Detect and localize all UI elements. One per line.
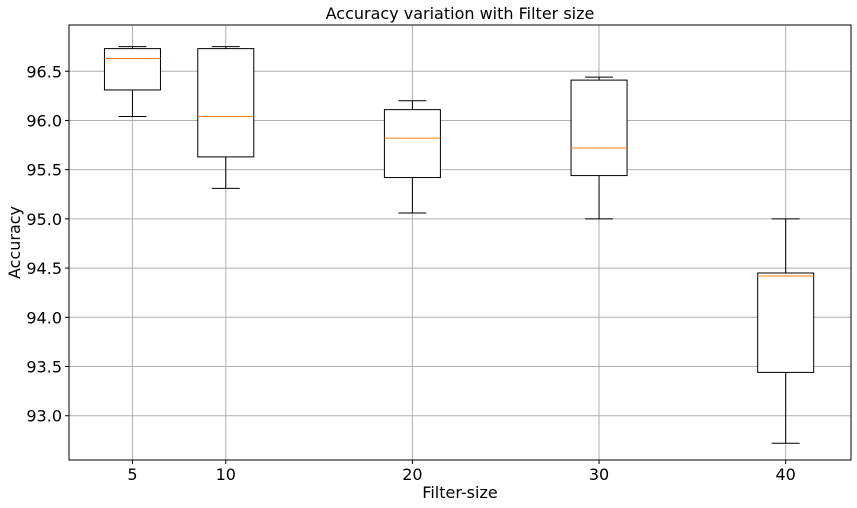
iqr-box	[757, 272, 815, 373]
y-tick-label: 96.0	[26, 111, 62, 130]
y-tick-label: 96.5	[26, 62, 62, 81]
y-tick-label: 95.5	[26, 161, 62, 180]
boxes	[103, 46, 815, 444]
y-tick-label: 95.0	[26, 210, 62, 229]
x-tick-label: 20	[402, 465, 422, 484]
y-tick-label: 94.5	[26, 259, 62, 278]
iqr-box	[197, 48, 255, 158]
x-axis-label: Filter-size	[422, 483, 497, 502]
iqr-box	[103, 48, 161, 91]
box-plot-20	[383, 100, 441, 214]
y-tick-label: 94.0	[26, 308, 62, 327]
ticks: 5 10 20 30 40 93.0 93.5 94.0 94.5 95.0 95.5 96.0 96.…	[26, 62, 795, 484]
y-tick-label: 93.0	[26, 407, 62, 426]
x-tick-label: 40	[775, 465, 795, 484]
x-tick-label: 30	[589, 465, 609, 484]
iqr-box	[383, 109, 441, 179]
x-tick-label: 5	[127, 465, 137, 484]
box-plot-5	[103, 46, 161, 118]
box-plot-10	[197, 46, 255, 189]
plot-frame	[68, 24, 852, 461]
x-tick-label: 10	[216, 465, 236, 484]
y-axis-label: Accuracy	[5, 206, 24, 279]
box-plot-30	[570, 76, 628, 220]
iqr-box	[570, 79, 628, 177]
chart-title: Accuracy variation with Filter size	[326, 4, 595, 23]
y-tick-label: 93.5	[26, 358, 62, 377]
grid	[69, 25, 851, 460]
box-plot-40	[757, 218, 815, 444]
